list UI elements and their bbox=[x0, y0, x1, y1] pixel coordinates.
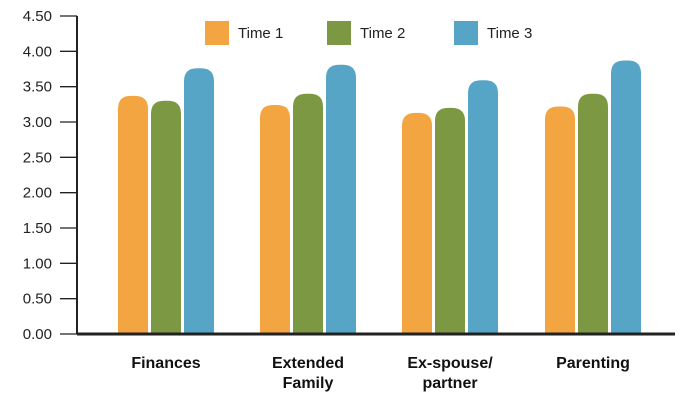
bar-time-1-2 bbox=[402, 112, 432, 335]
bar-time-2-2 bbox=[435, 107, 465, 334]
x-category-label: Parenting bbox=[556, 355, 630, 372]
y-tick-label: 4.00 bbox=[23, 43, 52, 60]
y-tick-label: 0.00 bbox=[23, 326, 52, 343]
legend-swatch bbox=[205, 21, 229, 45]
legend-label: Time 2 bbox=[360, 25, 405, 42]
x-axis: Finances Extended Family Ex-spouse/partner P… bbox=[77, 332, 675, 392]
x-category-label-line: Finances bbox=[131, 355, 200, 372]
y-tick-label: 3.00 bbox=[23, 114, 52, 131]
y-tick-label: 1.50 bbox=[23, 220, 52, 237]
x-category-label: Finances bbox=[131, 355, 200, 372]
bar-time-2-1 bbox=[293, 93, 323, 334]
y-tick-label: 1.00 bbox=[23, 255, 52, 272]
bar-time-1-3 bbox=[545, 106, 575, 334]
bar-time-1-0 bbox=[118, 95, 148, 334]
bar-time-2-3 bbox=[578, 93, 608, 334]
y-axis: 0.00 0.50 1.00 1.50 2.00 2.50 3.00 3.50 4.00 4.50 bbox=[23, 8, 78, 343]
legend: Time 1 Time 2 Time 3 bbox=[205, 21, 532, 45]
y-tick-label: 3.50 bbox=[23, 79, 52, 96]
bar-time-3-2 bbox=[468, 80, 498, 334]
x-category-label-line: partner bbox=[422, 375, 477, 392]
bar-time-1-1 bbox=[260, 105, 290, 334]
bar-time-3-3 bbox=[611, 60, 641, 335]
x-category-label-line: Family bbox=[283, 375, 334, 392]
x-category-label: Extended Family bbox=[272, 355, 344, 392]
x-category-label-line: Parenting bbox=[556, 355, 630, 372]
legend-swatch bbox=[327, 21, 351, 45]
bars bbox=[118, 60, 641, 335]
y-tick-label: 2.00 bbox=[23, 185, 52, 202]
y-tick-label: 0.50 bbox=[23, 291, 52, 308]
x-category-label-line: Extended bbox=[272, 355, 344, 372]
bar-time-3-0 bbox=[184, 68, 214, 334]
bar-time-2-0 bbox=[151, 100, 181, 334]
y-tick-label: 4.50 bbox=[23, 8, 52, 25]
legend-label: Time 1 bbox=[238, 25, 283, 42]
y-tick-label: 2.50 bbox=[23, 149, 52, 166]
x-category-label: Ex-spouse/partner bbox=[407, 355, 493, 392]
legend-swatch bbox=[454, 21, 478, 45]
bar-time-3-1 bbox=[326, 64, 356, 334]
legend-label: Time 3 bbox=[487, 25, 532, 42]
x-category-label-line: Ex-spouse/ bbox=[407, 355, 493, 372]
